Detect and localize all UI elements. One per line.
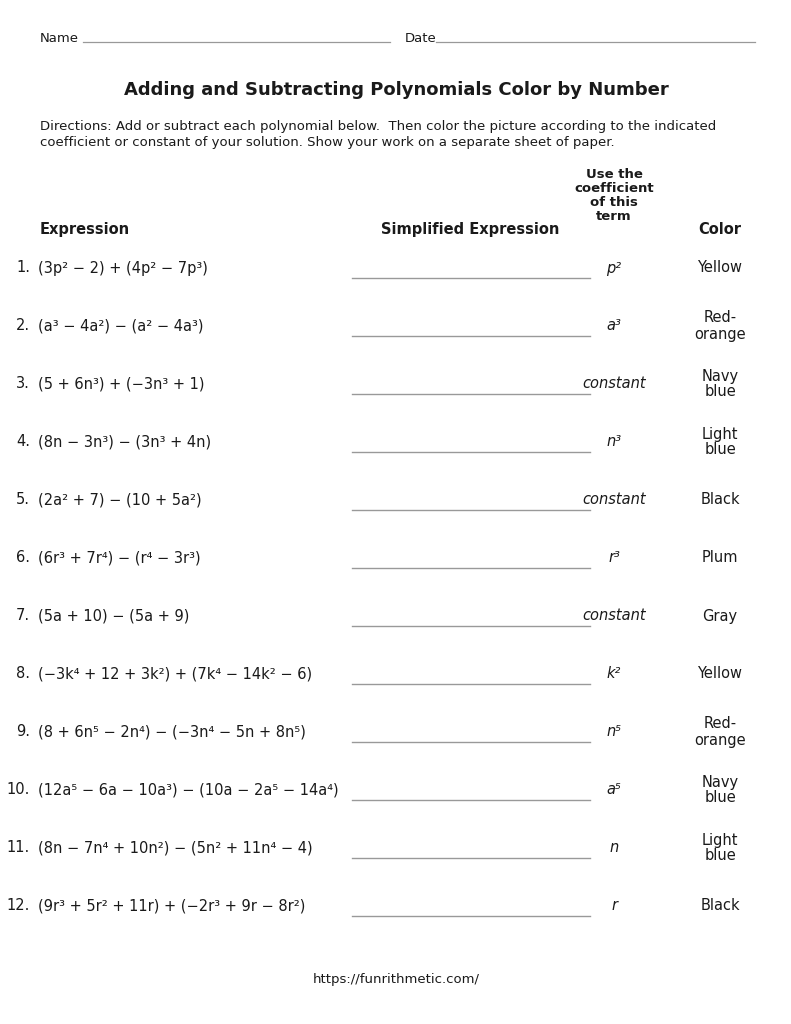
Text: 11.: 11.: [7, 841, 30, 855]
Text: Name: Name: [40, 32, 79, 45]
Text: constant: constant: [582, 377, 645, 391]
Text: orange: orange: [694, 327, 746, 341]
Text: Use the: Use the: [585, 168, 642, 181]
Text: (9r³ + 5r² + 11r) + (−2r³ + 9r − 8r²): (9r³ + 5r² + 11r) + (−2r³ + 9r − 8r²): [38, 898, 305, 913]
Text: Color: Color: [698, 222, 741, 237]
Text: Light: Light: [702, 427, 738, 441]
Text: term: term: [596, 210, 632, 223]
Text: Adding and Subtracting Polynomials Color by Number: Adding and Subtracting Polynomials Color…: [123, 81, 668, 99]
Text: orange: orange: [694, 732, 746, 748]
Text: (2a² + 7) − (10 + 5a²): (2a² + 7) − (10 + 5a²): [38, 493, 202, 508]
Text: coefficient or constant of your solution. Show your work on a separate sheet of : coefficient or constant of your solution…: [40, 136, 615, 150]
Text: Black: Black: [700, 493, 740, 508]
Text: (6r³ + 7r⁴) − (r⁴ − 3r³): (6r³ + 7r⁴) − (r⁴ − 3r³): [38, 551, 201, 565]
Text: 9.: 9.: [16, 725, 30, 739]
Text: (8 + 6n⁵ − 2n⁴) − (−3n⁴ − 5n + 8n⁵): (8 + 6n⁵ − 2n⁴) − (−3n⁴ − 5n + 8n⁵): [38, 725, 306, 739]
Text: Yellow: Yellow: [698, 667, 743, 682]
Text: (a³ − 4a²) − (a² − 4a³): (a³ − 4a²) − (a² − 4a³): [38, 318, 203, 334]
Text: https://funrithmetic.com/: https://funrithmetic.com/: [312, 974, 479, 986]
Text: Plum: Plum: [702, 551, 738, 565]
Text: 4.: 4.: [16, 434, 30, 450]
Text: (8n − 7n⁴ + 10n²) − (5n² + 11n⁴ − 4): (8n − 7n⁴ + 10n²) − (5n² + 11n⁴ − 4): [38, 841, 312, 855]
Text: Light: Light: [702, 833, 738, 848]
Text: n³: n³: [607, 434, 622, 450]
Text: of this: of this: [590, 196, 638, 209]
Text: (12a⁵ − 6a − 10a³) − (10a − 2a⁵ − 14a⁴): (12a⁵ − 6a − 10a³) − (10a − 2a⁵ − 14a⁴): [38, 782, 339, 798]
Text: Gray: Gray: [702, 608, 737, 624]
Text: Navy: Navy: [702, 369, 739, 384]
Text: a³: a³: [607, 318, 622, 334]
Text: Expression: Expression: [40, 222, 131, 237]
Text: constant: constant: [582, 608, 645, 624]
Text: p²: p²: [607, 260, 622, 275]
Text: 1.: 1.: [16, 260, 30, 275]
Text: blue: blue: [704, 791, 736, 806]
Text: k²: k²: [607, 667, 621, 682]
Text: Directions: Add or subtract each polynomial below.  Then color the picture accor: Directions: Add or subtract each polynom…: [40, 120, 716, 133]
Text: (5a + 10) − (5a + 9): (5a + 10) − (5a + 9): [38, 608, 189, 624]
Text: constant: constant: [582, 493, 645, 508]
Text: a⁵: a⁵: [607, 782, 622, 798]
Text: n⁵: n⁵: [607, 725, 622, 739]
Text: Simplified Expression: Simplified Expression: [380, 222, 559, 237]
Text: Red-: Red-: [703, 310, 736, 326]
Text: 6.: 6.: [16, 551, 30, 565]
Text: (3p² − 2) + (4p² − 7p³): (3p² − 2) + (4p² − 7p³): [38, 260, 208, 275]
Text: r³: r³: [608, 551, 620, 565]
Text: 8.: 8.: [16, 667, 30, 682]
Text: blue: blue: [704, 442, 736, 458]
Text: 3.: 3.: [16, 377, 30, 391]
Text: (−3k⁴ + 12 + 3k²) + (7k⁴ − 14k² − 6): (−3k⁴ + 12 + 3k²) + (7k⁴ − 14k² − 6): [38, 667, 312, 682]
Text: blue: blue: [704, 384, 736, 399]
Text: 7.: 7.: [16, 608, 30, 624]
Text: Red-: Red-: [703, 717, 736, 731]
Text: Yellow: Yellow: [698, 260, 743, 275]
Text: blue: blue: [704, 849, 736, 863]
Text: n: n: [609, 841, 619, 855]
Text: coefficient: coefficient: [574, 182, 654, 195]
Text: 5.: 5.: [16, 493, 30, 508]
Text: 2.: 2.: [16, 318, 30, 334]
Text: 10.: 10.: [6, 782, 30, 798]
Text: 12.: 12.: [6, 898, 30, 913]
Text: (8n − 3n³) − (3n³ + 4n): (8n − 3n³) − (3n³ + 4n): [38, 434, 211, 450]
Text: Black: Black: [700, 898, 740, 913]
Text: r: r: [611, 898, 617, 913]
Text: (5 + 6n³) + (−3n³ + 1): (5 + 6n³) + (−3n³ + 1): [38, 377, 205, 391]
Text: Date: Date: [405, 32, 437, 45]
Text: Navy: Navy: [702, 774, 739, 790]
